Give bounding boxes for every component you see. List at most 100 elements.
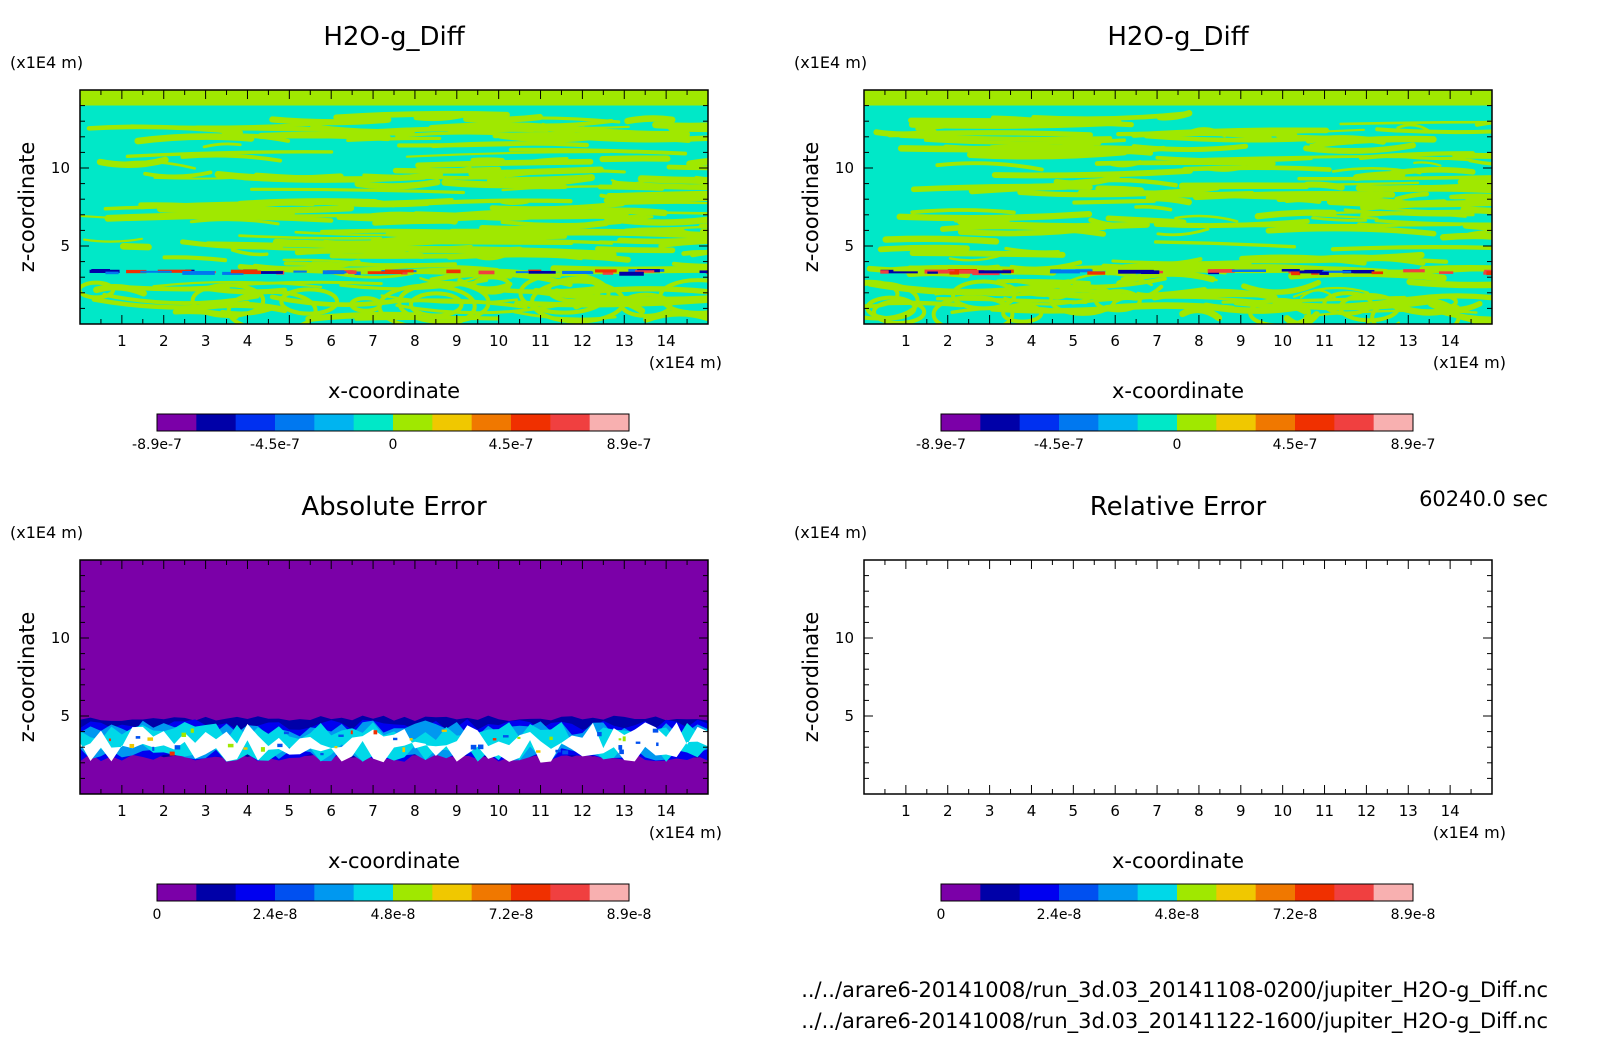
field-streak [119,242,152,251]
field-streak [877,244,970,253]
field-streak [250,187,466,195]
field-streak [882,235,1000,245]
colorbar-swatch [511,414,551,431]
field-streak [1288,269,1447,282]
colorbar-tick-label: 7.2e-8 [489,907,534,923]
colorbar-tick-label: 8.9e-8 [1391,907,1436,923]
field-band-cell [1049,270,1080,274]
field-streak [484,238,614,245]
x-tick-label: 12 [1357,332,1376,350]
field-swirl [408,291,464,318]
field-streak [385,126,576,134]
y-unit-label: (x1E4 m) [794,523,867,542]
field-streak [590,207,668,217]
colorbar-tick-label: 0 [389,437,398,453]
field-error-speck [152,746,155,751]
file-path-2: ../../arare6-20141008/run_3d.03_20141122… [801,1009,1548,1034]
field-error-speck [277,743,283,748]
x-tick-label: 10 [1273,332,1292,350]
colorbar-swatch [196,884,237,901]
x-tick-label: 1 [117,802,127,820]
colorbar-tick-label: 0 [1173,437,1182,453]
field-streak [541,122,585,130]
y-tick-label: 5 [60,707,70,725]
field-streak [1457,178,1492,186]
x-tick-label: 13 [1399,332,1418,350]
y-tick-label: 5 [844,707,854,725]
field-streak [125,150,334,159]
field-streak [898,133,1113,142]
field-band-cell [105,271,119,275]
x-tick-label: 7 [368,802,378,820]
colorbar-tick-label: -8.9e-7 [132,437,182,453]
colorbar-swatch [1334,414,1375,431]
field-streak [1156,110,1193,121]
x-tick-label: 13 [615,802,634,820]
field-streak [1389,167,1476,177]
field-band-cell [972,271,1000,276]
colorbar-swatch [550,414,591,431]
field-error-speck [169,751,175,756]
field-area [864,90,1492,324]
colorbar-swatch [157,884,197,901]
field-streak [1153,218,1310,229]
timestamp-label: 60240.0 sec [1419,487,1548,511]
x-unit-label: (x1E4 m) [649,353,722,372]
y-tick-label: 5 [60,237,70,255]
field-streak [104,210,295,222]
x-tick-label: 2 [943,332,953,350]
x-tick-label: 4 [243,802,253,820]
colorbar-swatch [275,884,315,901]
field-band-cell [1371,271,1384,275]
field-streak [908,117,1107,125]
field-streak [884,300,965,308]
colorbar-tick-label: 2.4e-8 [1037,907,1082,923]
field-streak [329,251,525,259]
field-error-speck [283,731,289,735]
field-streak [354,315,500,321]
field-band-cell [91,269,111,272]
field-streak [1339,120,1492,126]
chart-panel-4: Relative Error (x1E4 m) (x1E4 m) x-coordina… [794,492,1506,923]
x-tick-label: 1 [901,332,911,350]
field-band-cell [635,270,655,273]
y-unit-label: (x1E4 m) [10,53,83,72]
y-axis-label: z-coordinate [15,142,39,273]
field-streak [1017,185,1220,198]
colorbar-swatch [1137,414,1178,431]
x-tick-label: 12 [573,802,592,820]
x-tick-label: 3 [201,332,211,350]
field-streak [202,142,242,149]
field-error-speck [597,731,602,737]
field-band-cell [1438,271,1454,274]
colorbar-swatch [1216,414,1257,431]
field-band-cell [1075,269,1093,273]
colorbar-tick-label: 4.5e-7 [1273,437,1318,453]
colorbar-swatch [196,414,237,431]
x-tick-label: 9 [452,802,462,820]
field-error-speck [320,752,324,756]
x-tick-label: 11 [1315,802,1334,820]
x-tick-label: 6 [326,802,336,820]
field-band-cell [182,271,215,275]
field-error-speck [652,728,659,733]
colorbar-swatch [1019,884,1060,901]
field-band-cell [222,271,244,275]
field-streak [1311,216,1368,222]
field-streak [1174,214,1239,223]
field-streak [1326,198,1492,208]
x-tick-label: 9 [1236,332,1246,350]
x-tick-label: 5 [1069,802,1079,820]
x-tick-label: 14 [1441,802,1460,820]
field-error-speck [393,737,398,741]
field-streak [1413,161,1442,167]
field-swirl [950,279,1017,311]
field-streak [1468,158,1492,166]
field-streak [1192,190,1396,201]
colorbar-swatch [1098,414,1139,431]
colorbar-swatch [235,414,276,431]
field-streak [553,287,604,296]
x-tick-label: 1 [901,802,911,820]
field-streak [604,215,654,223]
colorbar-swatch [1098,884,1139,901]
